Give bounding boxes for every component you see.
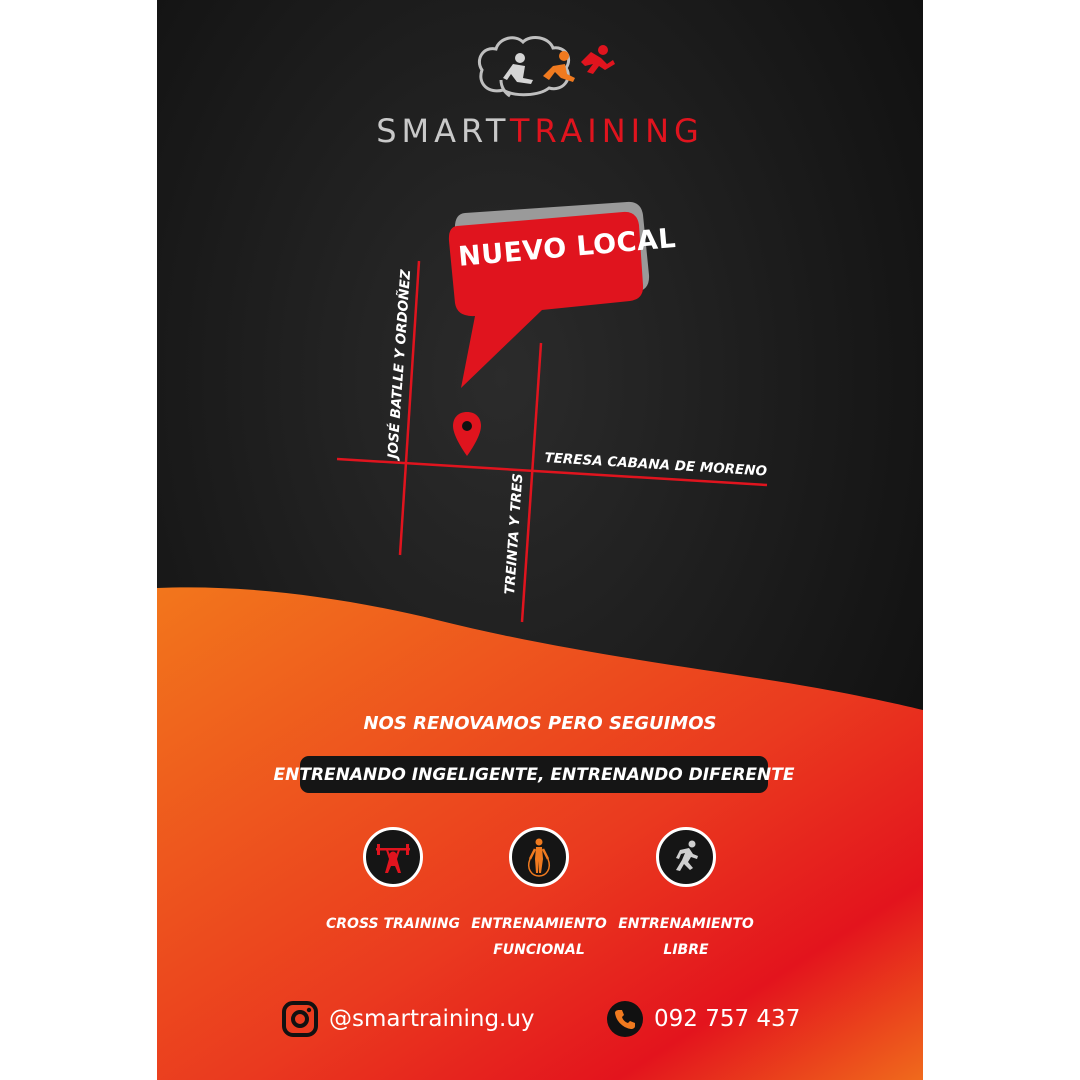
- instagram-icon: [282, 1001, 318, 1037]
- instagram-handle[interactable]: @smartraining.uy: [329, 1006, 535, 1032]
- flyer: SMARTTRAINING NUEVO LOCAL JOSÉ BATLLE Y …: [157, 0, 923, 1080]
- phone-contact[interactable]: 092 757 437: [606, 1000, 800, 1038]
- brand-name: SMARTTRAINING: [157, 112, 923, 150]
- brand-name-part1: SMART: [376, 112, 510, 150]
- instagram-contact[interactable]: @smartraining.uy: [281, 1000, 535, 1038]
- phone-number[interactable]: 092 757 437: [654, 1006, 801, 1032]
- slogan-text: ENTRENANDO INGELIGENTE, ENTRENANDO DIFER…: [273, 764, 795, 785]
- service-label: CROSS TRAINING: [325, 916, 460, 932]
- bubble: [448, 211, 644, 388]
- service-cross-training: CROSS TRAINING: [298, 827, 488, 937]
- brand-name-part2: TRAINING: [509, 112, 704, 150]
- runner-icon: [656, 827, 716, 887]
- slogan-banner: ENTRENANDO INGELIGENTE, ENTRENANDO DIFER…: [274, 756, 794, 793]
- phone-icon: [607, 1001, 643, 1037]
- location-pin-icon: [453, 412, 481, 456]
- brain-runners-logo: [477, 35, 615, 98]
- service-entrenamiento-funcional: ENTRENAMIENTO FUNCIONAL: [444, 827, 634, 963]
- service-entrenamiento-libre: ENTRENAMIENTO LIBRE: [591, 827, 781, 963]
- service-label: ENTRENAMIENTO FUNCIONAL: [471, 916, 607, 958]
- service-label: ENTRENAMIENTO LIBRE: [618, 916, 754, 958]
- weightlifter-icon: [363, 827, 423, 887]
- jump-rope-icon: [509, 827, 569, 887]
- tagline: NOS RENOVAMOS PERO SEGUIMOS: [363, 713, 717, 734]
